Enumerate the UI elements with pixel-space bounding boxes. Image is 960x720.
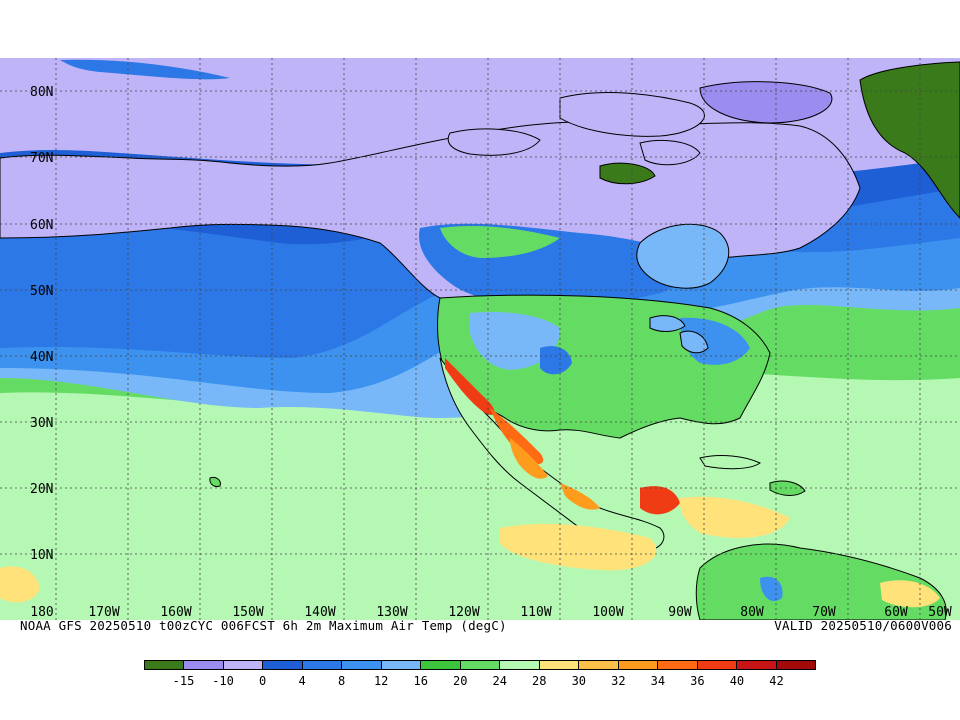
legend-label: 16 (413, 674, 428, 688)
legend-label: 36 (690, 674, 705, 688)
lake-superior (649, 315, 686, 332)
legend-label: 32 (611, 674, 626, 688)
latitude-label: 60N (30, 218, 53, 233)
andes-cool (760, 576, 783, 602)
legend-swatch (618, 661, 659, 669)
longitude-label: 180 (30, 605, 53, 620)
temperature-map: 80N 70N 60N 50N 40N 30N 20N 10N 180 170W 160W 150W… (0, 58, 960, 620)
arctic-island (599, 162, 656, 185)
west-pacific-warm-patch (0, 566, 40, 603)
latitude-label: 40N (30, 350, 53, 365)
latitude-labels: 80N 70N 60N 50N 40N 30N 20N 10N (30, 85, 53, 563)
legend-label: 24 (492, 674, 507, 688)
arctic-island (639, 139, 701, 166)
longitude-labels: 180 170W 160W 150W 140W 130W 120W 110W 100W 90W 80… (30, 605, 952, 620)
california-hot-spot (445, 358, 495, 415)
lat-lon-grid (0, 58, 960, 620)
cuba (699, 455, 761, 470)
legend-label: 28 (532, 674, 547, 688)
south-america-land (695, 543, 947, 620)
legend-swatch (421, 661, 461, 669)
legend-swatch (737, 661, 777, 669)
legend-swatch (145, 661, 185, 669)
legend-label: 4 (298, 674, 306, 688)
latitude-label: 30N (30, 416, 53, 431)
legend-label: 30 (571, 674, 587, 688)
hispaniola (769, 480, 806, 496)
legend-color-bar (144, 660, 816, 670)
product-description: NOAA GFS 20250510 t00zCYC 006FCST 6h 2m … (20, 618, 507, 633)
colorado-peaks (540, 346, 572, 375)
hudson-bay (636, 223, 730, 289)
legend-swatch (776, 661, 815, 669)
baja-warm (510, 438, 548, 479)
hawaii (209, 477, 221, 487)
legend-swatch (697, 661, 738, 669)
southern-mexico-warm (560, 483, 600, 510)
legend-swatch (579, 661, 619, 669)
legend-label: 0 (258, 674, 267, 688)
legend-label: 34 (650, 674, 666, 688)
legend-label: 8 (338, 674, 346, 688)
valid-time: VALID 20250510/0600V006 (774, 618, 952, 633)
latitude-label: 50N (30, 284, 53, 299)
latitude-label: 20N (30, 482, 53, 497)
legend-swatch (539, 661, 580, 669)
latitude-label: 80N (30, 85, 53, 100)
longitude-label: 50W (928, 605, 952, 620)
legend-label: 40 (729, 674, 745, 688)
atlantic-warm-patch (880, 580, 940, 608)
longitude-label: 70W (812, 605, 836, 620)
longitude-label: 90W (668, 605, 692, 620)
color-legend: -15 -10 0 4 8 12 16 20 24 28 30 32 34 36 40 42 (144, 660, 816, 700)
legend-swatch (223, 661, 264, 669)
arctic-island (699, 81, 833, 124)
greenland (859, 61, 960, 219)
legend-swatch (263, 661, 303, 669)
central-america-hot-spot (640, 486, 680, 515)
longitude-label: 120W (448, 605, 479, 620)
sonora-hot-spot (490, 408, 544, 464)
caribbean-warm-patch (679, 496, 790, 538)
rocky-mountains-cool (470, 311, 560, 370)
legend-swatch (500, 661, 540, 669)
latitude-label: 10N (30, 548, 53, 563)
longitude-label: 150W (232, 605, 263, 620)
prairie-warm (440, 226, 560, 258)
legend-labels: -15 -10 0 4 8 12 16 20 24 28 30 32 34 36 40 42 (144, 674, 816, 690)
lake-michigan-huron (679, 330, 709, 354)
legend-swatch (184, 661, 224, 669)
legend-label: -15 (172, 674, 195, 688)
longitude-label: 160W (160, 605, 191, 620)
longitude-label: 140W (304, 605, 335, 620)
legend-swatch (658, 661, 698, 669)
arctic-cold-patch (60, 59, 230, 80)
latitude-label: 70N (30, 151, 53, 166)
arctic-island (447, 128, 541, 156)
warm-pacific-patch (500, 523, 657, 571)
longitude-label: 110W (520, 605, 551, 620)
legend-label: -10 (212, 674, 234, 688)
legend-label: 42 (769, 674, 784, 688)
legend-swatch (381, 661, 422, 669)
map-panel: 80N 70N 60N 50N 40N 30N 20N 10N 180 170W 160W 150W… (0, 58, 960, 620)
longitude-label: 60W (884, 605, 908, 620)
legend-label: 20 (453, 674, 468, 688)
map-caption: NOAA GFS 20250510 t00zCYC 006FCST 6h 2m … (0, 619, 960, 633)
legend-label: 12 (373, 674, 389, 688)
longitude-label: 170W (88, 605, 119, 620)
legend-swatch (460, 661, 501, 669)
legend-swatch (302, 661, 343, 669)
legend-swatch (342, 661, 382, 669)
longitude-label: 130W (376, 605, 407, 620)
longitude-label: 80W (740, 605, 764, 620)
longitude-label: 100W (592, 605, 623, 620)
